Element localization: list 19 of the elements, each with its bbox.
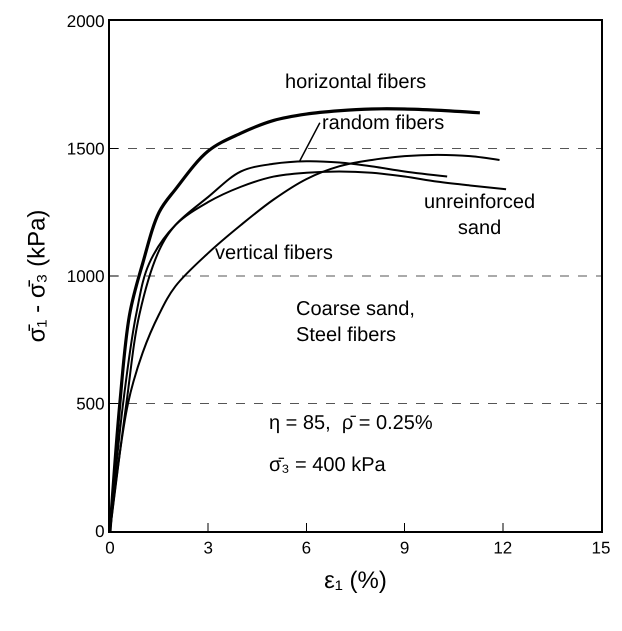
- y-tick-label: 0: [95, 522, 105, 541]
- series-label: unreinforced sand: [424, 191, 536, 239]
- x-tick-label: 9: [400, 538, 410, 558]
- annotation: η = 85, ρ̄ = 0.25%: [269, 412, 433, 434]
- annotation: σ̄₃ = 400 kPa: [269, 454, 387, 476]
- y-tick-label: 500: [76, 394, 105, 414]
- series-label: random fibers: [322, 112, 444, 134]
- y-tick-label: 1500: [66, 139, 105, 158]
- y-axis-title: σ̄₁ - σ̄₃ (kPa): [23, 210, 50, 342]
- x-tick-label: 15: [592, 538, 610, 558]
- annotation: Coarse sand, Steel fibers: [296, 298, 415, 346]
- y-tick-label: 1000: [66, 266, 105, 286]
- x-tick-label: 6: [302, 538, 312, 558]
- series-label: horizontal fibers: [285, 71, 426, 93]
- x-tick-label: 12: [493, 538, 512, 558]
- x-axis-title: ε₁ (%): [324, 567, 387, 594]
- y-tick-label: 2000: [66, 12, 105, 31]
- x-tick-label: 3: [203, 538, 213, 558]
- series-label: vertical fibers: [215, 242, 333, 264]
